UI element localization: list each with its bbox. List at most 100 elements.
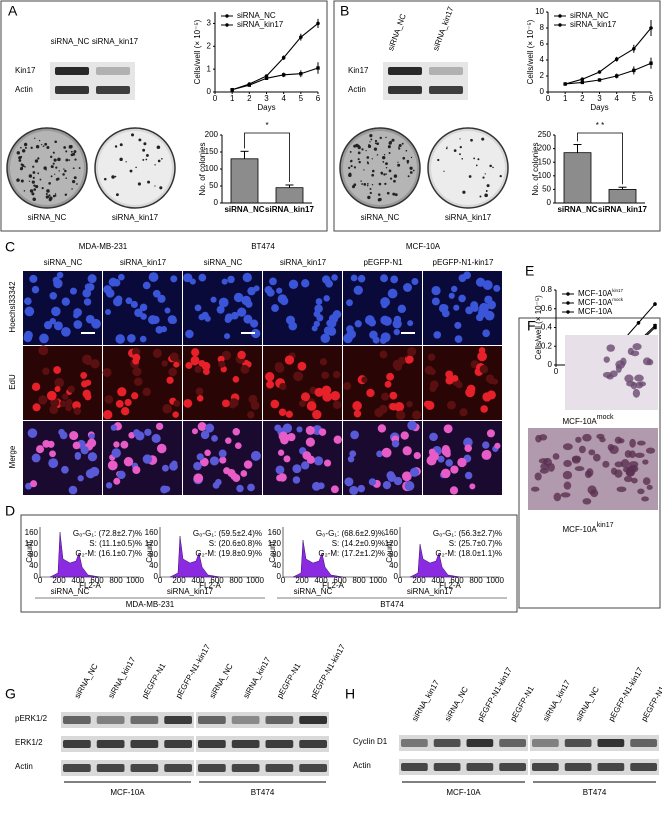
x-tick-label: 3 bbox=[264, 94, 269, 103]
lane-label: pEGFP-N1-kin17 bbox=[174, 642, 213, 700]
nucleus bbox=[390, 275, 399, 284]
column-label: siRNA_NC bbox=[44, 258, 83, 267]
micrograph bbox=[263, 346, 342, 420]
blot-band bbox=[198, 764, 226, 772]
nucleus bbox=[161, 360, 168, 367]
point bbox=[247, 83, 252, 87]
colony bbox=[72, 167, 75, 170]
nucleus bbox=[450, 465, 459, 474]
x-tick-label: siRNA_NC bbox=[224, 205, 264, 214]
blot-band bbox=[96, 740, 125, 748]
colony bbox=[72, 180, 76, 184]
colony bbox=[32, 176, 35, 179]
cell bbox=[629, 438, 636, 448]
colony bbox=[46, 189, 50, 193]
row-label: Kin17 bbox=[348, 66, 369, 75]
point bbox=[649, 61, 653, 65]
nucleus bbox=[454, 321, 462, 329]
colony bbox=[42, 145, 45, 148]
significance-bracket bbox=[244, 132, 290, 182]
colony bbox=[52, 162, 55, 165]
colony bbox=[103, 177, 107, 181]
nucleus bbox=[277, 449, 285, 456]
nucleus bbox=[163, 485, 171, 493]
nucleus bbox=[275, 465, 285, 475]
caption-text: MCF-10A bbox=[563, 525, 598, 534]
nucleus bbox=[53, 366, 62, 374]
nucleus bbox=[204, 449, 211, 457]
x-tick-label: 0 bbox=[554, 367, 559, 376]
nucleus bbox=[87, 274, 97, 284]
y-tick-label: 100 bbox=[538, 171, 552, 180]
nucleus bbox=[194, 365, 202, 374]
colony bbox=[65, 158, 69, 162]
cell bbox=[538, 434, 548, 441]
nucleus bbox=[196, 395, 204, 402]
nucleus bbox=[428, 448, 436, 456]
legend-sup: mock bbox=[612, 297, 624, 302]
blot-band bbox=[130, 764, 159, 772]
significance-bracket bbox=[577, 132, 623, 185]
line-series bbox=[232, 67, 319, 91]
y-tick-label: 0 bbox=[540, 87, 545, 96]
colony bbox=[389, 177, 393, 180]
nucleus bbox=[266, 380, 275, 389]
legend-marker bbox=[558, 14, 562, 18]
nucleus bbox=[105, 308, 112, 315]
nucleus bbox=[132, 465, 141, 475]
nucleus bbox=[191, 358, 199, 366]
phase-text: S: (25.7±0.7)% bbox=[449, 539, 502, 548]
colony bbox=[371, 173, 375, 177]
x-tick-label: 200 bbox=[295, 576, 309, 585]
nucleus bbox=[32, 403, 41, 412]
colony bbox=[161, 157, 163, 160]
nucleus bbox=[232, 376, 240, 383]
nucleus bbox=[466, 384, 476, 394]
nucleus bbox=[123, 456, 134, 467]
nucleus bbox=[243, 314, 253, 324]
histogram bbox=[409, 543, 461, 578]
blot-band bbox=[231, 716, 260, 724]
nucleus bbox=[393, 362, 403, 371]
colony bbox=[361, 148, 364, 151]
colony bbox=[64, 193, 68, 196]
nucleus bbox=[185, 329, 194, 339]
colony bbox=[378, 182, 382, 186]
x-tick-label: 600 bbox=[450, 576, 464, 585]
nucleus bbox=[482, 280, 493, 290]
colony bbox=[484, 173, 486, 175]
x-tick-label: 800 bbox=[469, 576, 483, 585]
nucleus bbox=[424, 365, 434, 375]
nucleus bbox=[105, 482, 113, 489]
colony bbox=[135, 166, 137, 169]
nucleus bbox=[232, 428, 241, 436]
colony bbox=[368, 143, 370, 146]
colony bbox=[361, 183, 363, 185]
blot-band bbox=[55, 67, 89, 75]
nucleus bbox=[361, 376, 368, 383]
lane-label: siRNA_NC bbox=[73, 662, 100, 700]
nucleus bbox=[296, 426, 303, 433]
cell bbox=[599, 437, 606, 443]
nucleus bbox=[471, 304, 479, 312]
colony bbox=[388, 169, 392, 173]
point bbox=[649, 26, 653, 30]
nucleus bbox=[140, 313, 147, 320]
nucleus bbox=[276, 287, 283, 294]
nucleus bbox=[168, 367, 177, 377]
nucleus bbox=[142, 454, 153, 464]
nucleus bbox=[162, 464, 169, 472]
colony bbox=[387, 145, 391, 149]
y-tick-label: 40 bbox=[149, 561, 158, 570]
point bbox=[614, 74, 619, 78]
colony bbox=[363, 169, 365, 171]
nucleus bbox=[183, 398, 193, 408]
y-tick-label: 160 bbox=[268, 528, 282, 537]
nucleus bbox=[87, 452, 98, 462]
nucleus bbox=[475, 277, 486, 287]
cell bbox=[552, 453, 560, 460]
y-tick-label: 40 bbox=[389, 561, 398, 570]
cell bbox=[563, 481, 572, 490]
nucleus bbox=[111, 448, 121, 458]
